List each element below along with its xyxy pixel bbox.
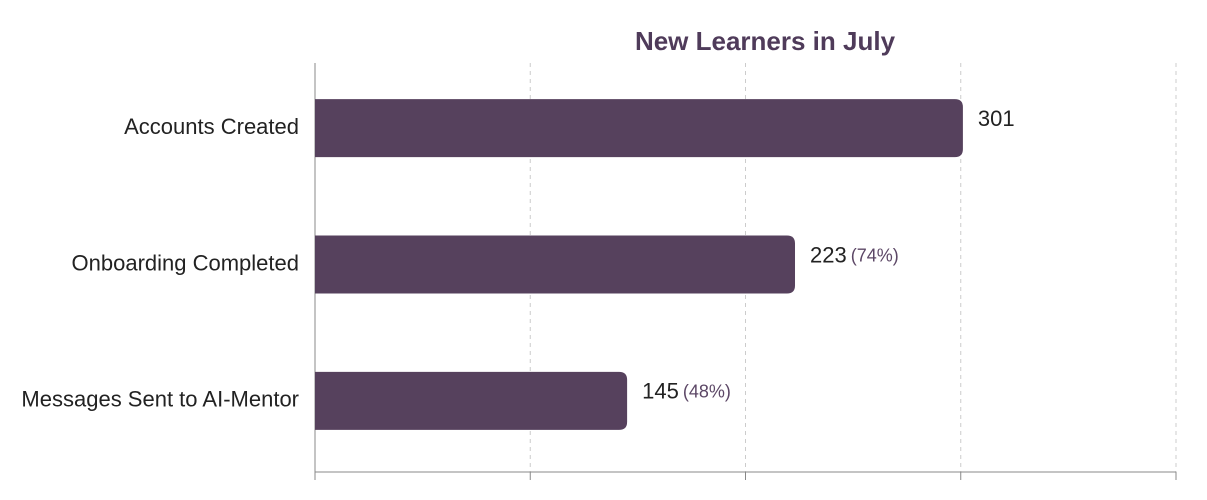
value-label: 145 — [642, 379, 679, 404]
bar — [315, 371, 628, 430]
y-tick-label: Onboarding Completed — [72, 250, 299, 275]
value-label: 301 — [978, 106, 1015, 131]
percent-label: (74%) — [851, 245, 899, 265]
y-tick-label: Messages Sent to AI-Mentor — [21, 387, 299, 412]
bar — [315, 99, 963, 158]
bar — [315, 235, 796, 294]
y-tick-label: Accounts Created — [124, 114, 299, 139]
percent-label: (48%) — [683, 382, 731, 402]
chart-title: New Learners in July — [635, 26, 896, 56]
value-label: 223 — [810, 242, 847, 267]
